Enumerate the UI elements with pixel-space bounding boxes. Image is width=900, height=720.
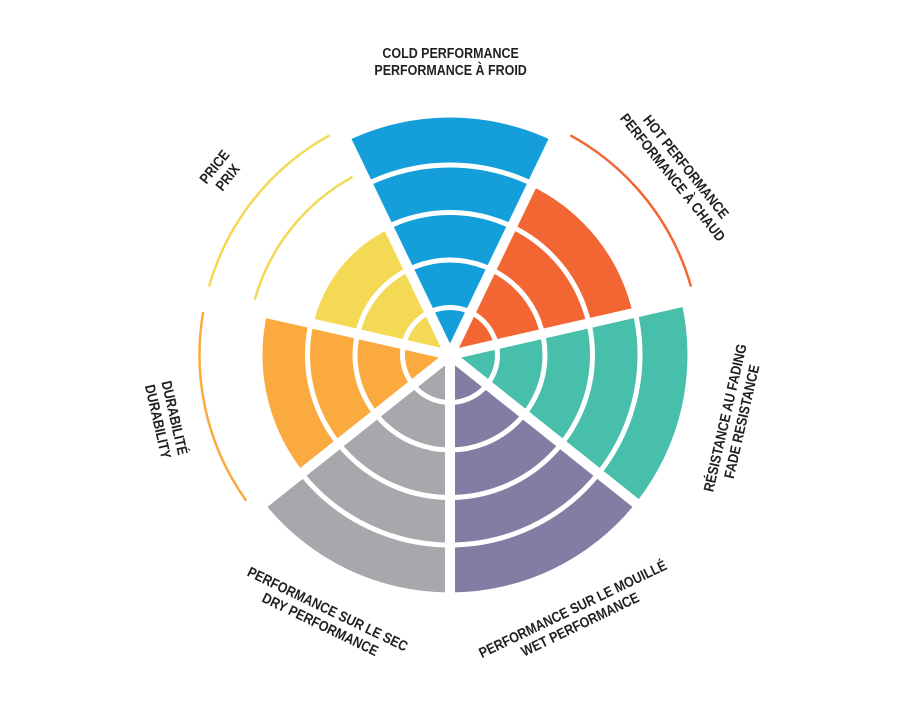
category-label-line: PERFORMANCE À FROID [373, 63, 527, 79]
missing-level-arc [569, 134, 693, 287]
sector-separator [448, 292, 705, 360]
sector-bar [264, 355, 450, 593]
missing-level-arc [198, 311, 248, 502]
sector-bar [450, 355, 636, 593]
sector-separator [445, 118, 568, 358]
sector-bar [450, 302, 688, 504]
missing-level-arc [253, 175, 354, 300]
missing-level-arc [207, 134, 331, 287]
category-label-line: COLD PERFORMANCE [381, 46, 519, 62]
sector-bar [346, 117, 554, 356]
sector-separator [243, 351, 454, 522]
sector-separator [446, 351, 657, 522]
category-label: COLD PERFORMANCE PERFORMANCE À FROID [374, 46, 526, 80]
sector-separator [332, 118, 455, 358]
sector-separator [195, 292, 452, 360]
